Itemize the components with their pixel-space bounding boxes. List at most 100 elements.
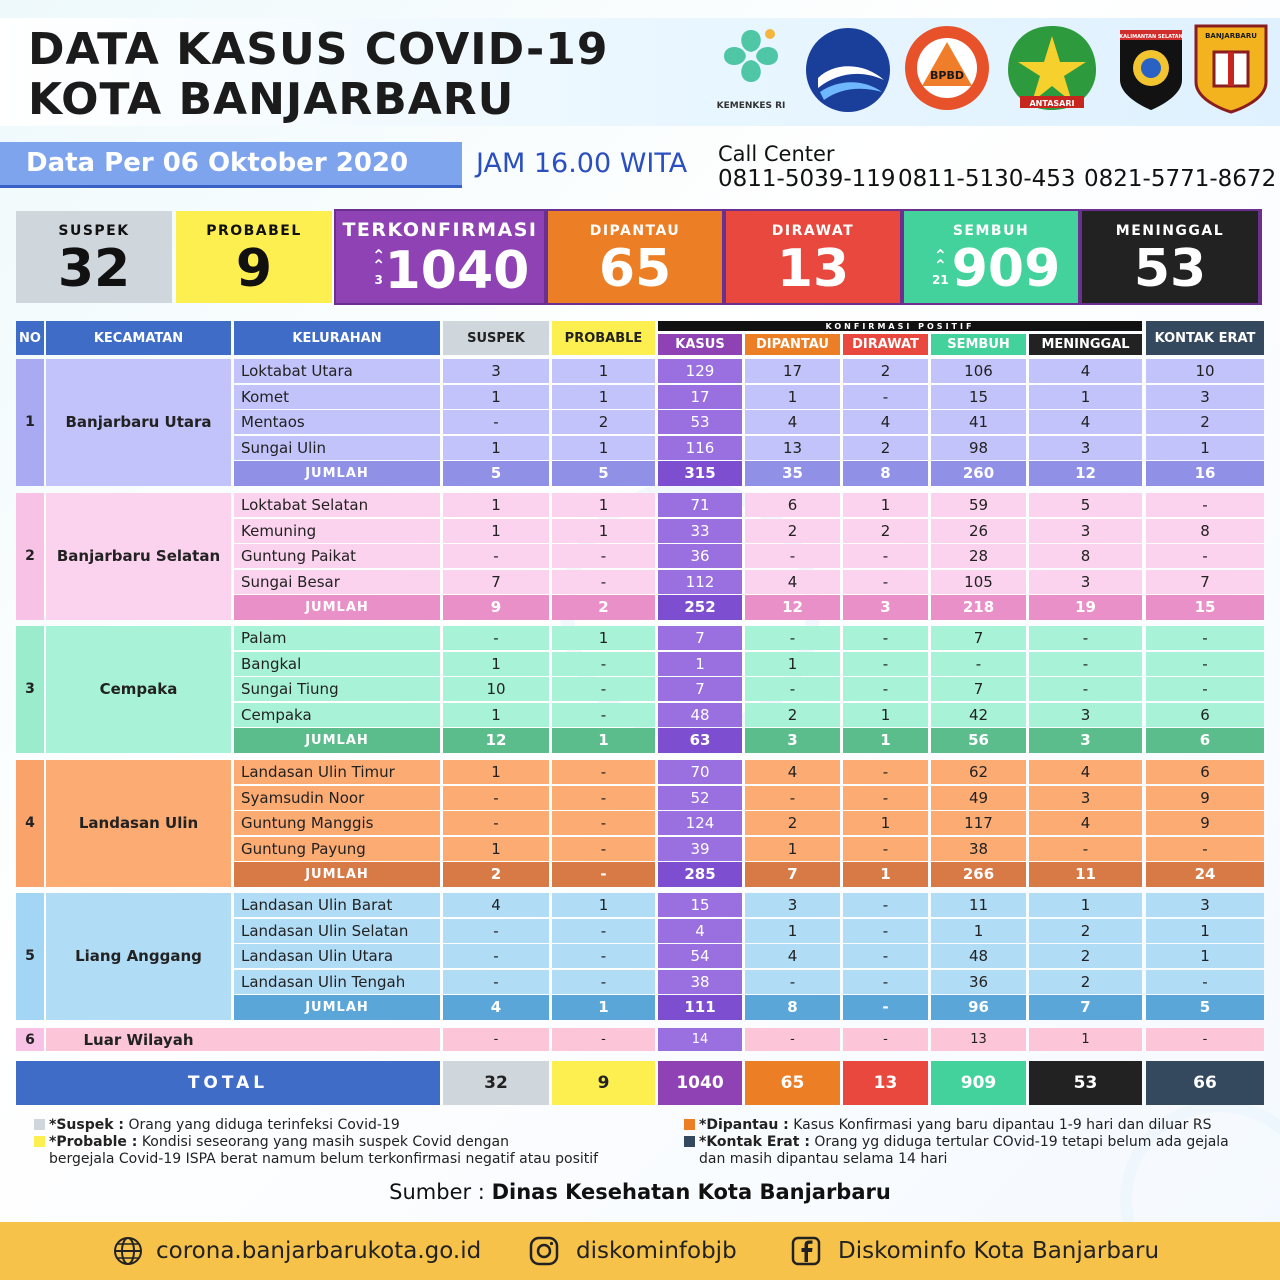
table-cell: 2 — [843, 435, 928, 460]
table-cell: 7 — [658, 626, 742, 650]
jumlah-cell: 5 — [1146, 995, 1264, 1020]
jumlah-cell: 266 — [931, 862, 1026, 887]
table-cell: 3 — [1146, 384, 1264, 409]
table-cell: - — [443, 1028, 549, 1051]
kelurahan-name: Sungai Tiung — [234, 677, 440, 701]
jumlah-cell: 1 — [552, 728, 655, 753]
jumlah-cell: 3 — [745, 728, 840, 753]
kelurahan-name: Cempaka — [234, 702, 440, 727]
table-cell: 1 — [1146, 435, 1264, 460]
table-cell: 2 — [745, 811, 840, 835]
table-cell: 42 — [931, 702, 1026, 727]
jumlah-cell: 6 — [1146, 728, 1264, 753]
table-cell: 4 — [1029, 410, 1142, 434]
table-cell: 1 — [658, 651, 742, 676]
table-cell: - — [443, 410, 549, 434]
summary-suspek: SUSPEK 32 — [16, 211, 172, 303]
table-cell: - — [1146, 626, 1264, 650]
table-cell: 1 — [552, 384, 655, 409]
table-cell: 28 — [931, 544, 1026, 568]
table-cell: 1 — [443, 651, 549, 676]
table-cell: - — [552, 760, 655, 784]
table-cell: - — [843, 626, 928, 650]
table-cell: 1 — [443, 435, 549, 460]
jumlah-cell: - — [552, 862, 655, 887]
table-cell: 4 — [843, 410, 928, 434]
antasari-logo: ANTASARI — [1008, 26, 1096, 110]
table-cell: 2 — [745, 518, 840, 543]
jumlah-label: JUMLAH — [234, 862, 440, 887]
table-cell: 117 — [931, 811, 1026, 835]
legend-term: *Probable : — [49, 1134, 138, 1150]
summary-label: TERKONFIRMASI — [342, 219, 538, 241]
table-cell: 1 — [552, 518, 655, 543]
table-cell: 1 — [843, 811, 928, 835]
table-cell: - — [1146, 677, 1264, 701]
jumlah-cell: 2 — [443, 862, 549, 887]
footer-website[interactable]: corona.banjarbarukota.go.id — [156, 1238, 482, 1264]
increase-arrow-icon: ⌃ ⌃ 21 — [932, 246, 949, 287]
table-cell: 8 — [1029, 544, 1142, 568]
legend-swatch — [684, 1119, 695, 1130]
summary-probabel: PROBABEL 9 — [176, 211, 332, 303]
table-cell: 9 — [1146, 785, 1264, 810]
table-cell: 54 — [658, 944, 742, 968]
table-cell: - — [1029, 626, 1142, 650]
phone-1: 0811-5039-119 — [718, 166, 896, 192]
total-cell: 1040 — [658, 1061, 742, 1105]
footer-facebook[interactable]: Diskominfo Kota Banjarbaru — [838, 1238, 1160, 1264]
summary-sembuh: SEMBUH 909 ⌃ ⌃ 21 — [904, 211, 1078, 303]
jumlah-cell: 3 — [1029, 728, 1142, 753]
table-cell: 13 — [745, 435, 840, 460]
table-cell: - — [843, 384, 928, 409]
table-cell: 48 — [658, 702, 742, 727]
table-cell: 1 — [552, 893, 655, 917]
legend-text: Kasus Konfirmasi yang baru dipantau 1-9 … — [788, 1117, 1212, 1133]
table-cell: - — [552, 785, 655, 810]
table-cell: 17 — [745, 359, 840, 383]
district-name: Banjarbaru Utara — [46, 359, 231, 486]
table-cell: - — [552, 836, 655, 861]
jumlah-cell: 5 — [443, 461, 549, 486]
summary-value: 65 — [598, 239, 672, 299]
summary-label: PROBABEL — [206, 223, 302, 239]
table-cell: 62 — [931, 760, 1026, 784]
jumlah-cell: 63 — [658, 728, 742, 753]
jumlah-cell: 1 — [843, 862, 928, 887]
table-cell: 4 — [1029, 359, 1142, 383]
table-cell: - — [1146, 493, 1264, 517]
table-cell: - — [1146, 651, 1264, 676]
kelurahan-name: Landasan Ulin Selatan — [234, 918, 440, 943]
table-cell: - — [443, 785, 549, 810]
kelurahan-name: Guntung Paikat — [234, 544, 440, 568]
table-cell: - — [443, 544, 549, 568]
legend-term: *Suspek : — [49, 1117, 125, 1133]
header-konfirmasi-positif: KONFIRMASI POSITIF — [658, 321, 1142, 331]
legend-suspek: *Suspek : Orang yang diduga terinfeksi C… — [34, 1117, 400, 1134]
legend-text: Orang yang diduga terinfeksi Covid-19 — [124, 1117, 400, 1133]
increase-value: 3 — [374, 273, 383, 287]
kelurahan-name: Loktabat Utara — [234, 359, 440, 383]
table-cell: 8 — [1146, 518, 1264, 543]
table-cell: 41 — [931, 410, 1026, 434]
jumlah-cell: 7 — [1029, 995, 1142, 1020]
table-cell: 13 — [931, 1028, 1026, 1051]
total-cell: 9 — [552, 1061, 655, 1105]
table-cell: 4 — [443, 893, 549, 917]
district-name: Landasan Ulin — [46, 760, 231, 887]
table-cell: - — [1146, 1028, 1264, 1051]
summary-terkonfirmasi: TERKONFIRMASI 1040 ⌃ ⌃ 3 — [336, 211, 544, 303]
table-cell: 1 — [745, 384, 840, 409]
table-cell: 1 — [745, 651, 840, 676]
total-cell: 13 — [843, 1061, 928, 1105]
header-no: NO — [16, 321, 44, 355]
jumlah-cell: 8 — [745, 995, 840, 1020]
table-cell: 3 — [1029, 569, 1142, 594]
table-cell: - — [1029, 677, 1142, 701]
footer-instagram[interactable]: diskominfobjb — [576, 1238, 737, 1264]
page-title-line1: DATA KASUS COVID-19 — [28, 24, 609, 75]
table-cell: 1 — [745, 836, 840, 861]
table-cell: - — [1146, 969, 1264, 994]
kelurahan-name: Palam — [234, 626, 440, 650]
district-no: 3 — [16, 626, 44, 753]
